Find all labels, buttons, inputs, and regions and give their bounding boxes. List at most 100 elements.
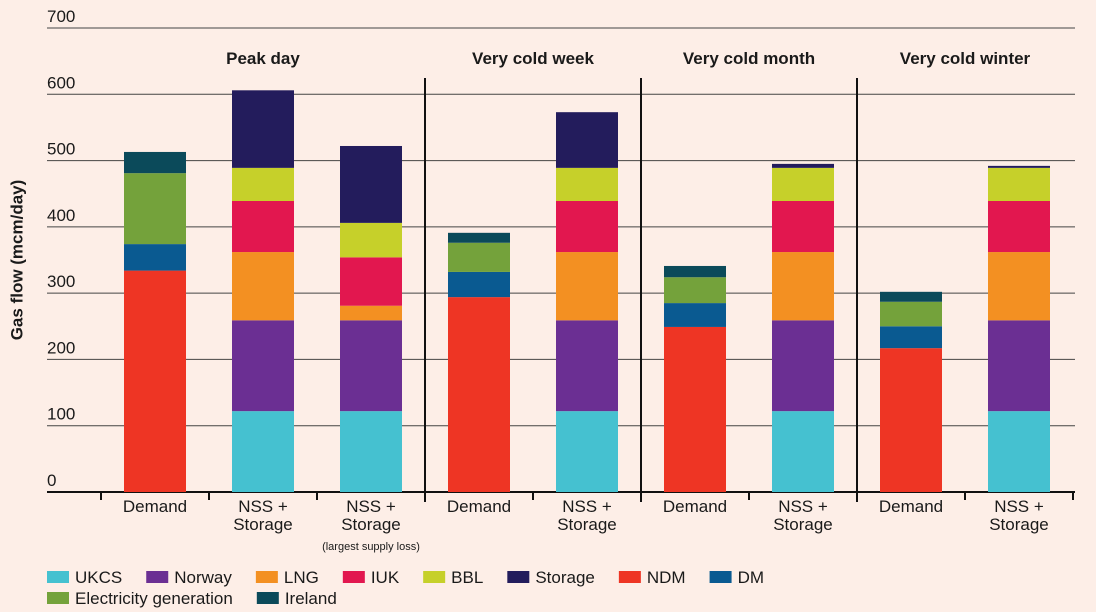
bar-segment [232, 320, 294, 412]
x-tick-label: NSS + Storage [233, 498, 293, 534]
legend-swatch [47, 571, 69, 583]
bar-segment [124, 151, 186, 174]
x-tick-label: Demand [662, 498, 728, 516]
bar-segment [664, 265, 726, 278]
legend-item: NDM [618, 568, 686, 587]
legend-item: LNG [255, 568, 319, 587]
bar-segment [988, 252, 1050, 321]
legend-swatch [342, 571, 365, 583]
x-tick-label: NSS + Storage [989, 498, 1049, 534]
category-note: (largest supply loss) [322, 541, 420, 553]
bar-segment [772, 163, 834, 168]
x-tick-label-box: NSS + Storage [773, 498, 833, 534]
group-title: Peak day [226, 49, 300, 68]
y-tick-label: 100 [47, 405, 75, 424]
bar-segment [340, 145, 402, 223]
bar-segment [232, 201, 294, 253]
x-tick-label-box: NSS + Storage [989, 498, 1049, 534]
bar-segment [232, 167, 294, 202]
bar-segment [340, 411, 402, 492]
x-tick-label-box: NSS + Storage [557, 498, 617, 534]
legend-item: Storage [507, 568, 595, 587]
bar-segment [988, 411, 1050, 492]
legend-label: BBL [451, 568, 483, 587]
bar-segment [556, 167, 618, 202]
bar-segment [664, 326, 726, 492]
legend-swatch [709, 571, 732, 583]
bar-segment [988, 201, 1050, 253]
bar-segment [448, 242, 510, 272]
x-tick-label: NSS + Storage [773, 498, 833, 534]
legend-swatch [256, 592, 279, 604]
legend-label: UKCS [75, 568, 122, 587]
legend-label: Ireland [285, 589, 337, 608]
bar-segment [124, 173, 186, 245]
legend-label: Norway [174, 568, 232, 587]
bar-segment [556, 320, 618, 412]
group-title: Very cold winter [900, 49, 1031, 68]
bar-segment [124, 270, 186, 492]
legend-label: DM [738, 568, 764, 587]
y-tick-label: 300 [47, 272, 75, 291]
group-title: Very cold week [472, 49, 594, 68]
legend-item: UKCS [47, 568, 122, 587]
y-tick-label: 600 [47, 73, 75, 92]
x-tick-label: Demand [446, 498, 512, 516]
x-tick-label-box: NSS + Storage [341, 498, 401, 534]
legend-swatch [47, 592, 69, 604]
group-title: Very cold month [683, 49, 815, 68]
bar-segment [340, 320, 402, 412]
bar-segment [772, 252, 834, 321]
bar-segment [772, 320, 834, 412]
bar-segment [880, 348, 942, 492]
y-axis-label: Gas flow (mcm/day) [7, 180, 26, 341]
bar-segment [448, 232, 510, 243]
bar-segment [664, 277, 726, 304]
legend-swatch [146, 571, 169, 583]
x-tick-label: NSS + Storage [557, 498, 617, 534]
x-tick-label: NSS + Storage [341, 498, 401, 534]
bar-segment [340, 222, 402, 258]
bar-segment [772, 411, 834, 492]
legend-swatch [507, 571, 530, 583]
bar-segment [988, 320, 1050, 412]
bar-segment [556, 411, 618, 492]
bar-segment [880, 301, 942, 327]
y-tick-label: 500 [47, 140, 75, 159]
bar-segment [232, 411, 294, 492]
legend-swatch [423, 571, 446, 583]
x-tick-label-box: Demand [122, 498, 188, 516]
bar-segment [988, 165, 1050, 168]
legend-label: NDM [647, 568, 686, 587]
bar-segment [448, 297, 510, 492]
bar-segment [232, 252, 294, 321]
bar-segment [988, 167, 1050, 202]
bar-segment [556, 201, 618, 253]
x-tick-label: Demand [878, 498, 944, 516]
legend-label: IUK [371, 568, 400, 587]
bar-segment [772, 201, 834, 253]
legend-item: Norway [146, 568, 232, 587]
legend-item: Electricity generation [47, 589, 233, 608]
legend-item: IUK [342, 568, 400, 587]
legend-swatch [618, 571, 641, 583]
x-tick-label-box: NSS + Storage [233, 498, 293, 534]
y-tick-label: 400 [47, 206, 75, 225]
bar-segment [880, 326, 942, 349]
y-tick-label: 200 [47, 338, 75, 357]
legend-item: BBL [423, 568, 483, 587]
legend-item: DM [709, 568, 764, 587]
bar-segment [556, 112, 618, 168]
bar-segment [664, 303, 726, 327]
bar-segment [340, 257, 402, 306]
bar-segment [232, 90, 294, 168]
bar-segment [556, 252, 618, 321]
legend-label: Storage [535, 568, 595, 587]
x-tick-label-box: Demand [878, 498, 944, 516]
x-tick-label: Demand [122, 498, 188, 516]
legend-label: LNG [284, 568, 319, 587]
legend-item: Ireland [256, 589, 337, 608]
bar-segment [448, 271, 510, 298]
x-tick-label-box: Demand [662, 498, 728, 516]
bar-segment [772, 167, 834, 202]
